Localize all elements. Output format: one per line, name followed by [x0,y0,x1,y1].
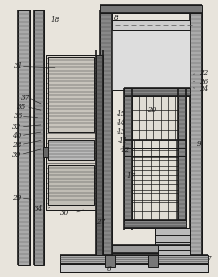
Text: 13: 13 [116,128,126,136]
Bar [112,30,190,90]
Bar [34,10,44,265]
Bar [148,255,158,267]
Bar [155,228,190,246]
Text: 37: 37 [20,94,30,101]
Bar [46,55,96,210]
Text: 18: 18 [51,16,60,24]
Text: 40: 40 [12,132,21,140]
Text: 8: 8 [114,14,119,22]
Bar [124,96,132,226]
Text: 12: 12 [121,146,130,153]
Text: 20: 20 [147,106,156,114]
Bar [48,140,94,160]
Bar [124,88,190,96]
Text: 32: 32 [12,123,21,131]
Bar [43,147,51,157]
Bar [18,10,30,265]
Text: 24: 24 [199,85,208,93]
Bar [48,165,94,205]
Bar [96,55,103,255]
Bar [100,5,202,13]
Text: 35: 35 [17,103,26,111]
Text: 17: 17 [126,172,135,180]
Text: 11: 11 [119,137,128,145]
Text: 36: 36 [14,112,23,120]
Text: 9: 9 [197,140,202,148]
Text: 39: 39 [12,151,21,158]
Bar [178,96,186,226]
Text: 6: 6 [107,265,111,273]
Text: 14: 14 [116,119,126,127]
Bar [60,264,208,272]
Text: 31: 31 [14,63,23,70]
Bar [48,57,94,132]
Bar [48,57,94,132]
Bar [100,10,112,265]
Bar [128,92,186,222]
Bar [128,92,186,222]
Bar [155,228,190,246]
Bar [190,10,202,265]
Bar [158,245,190,255]
Text: 30: 30 [60,209,69,217]
Bar [46,55,96,210]
Bar [124,220,186,228]
Text: 29: 29 [12,194,21,202]
Bar [112,245,190,253]
Text: 27: 27 [96,218,105,225]
Text: 34: 34 [34,205,43,213]
Text: 28: 28 [12,141,21,148]
Bar [48,140,94,160]
Bar [112,20,190,30]
Text: 26: 26 [199,78,208,86]
Text: 7: 7 [206,255,211,263]
Bar [60,255,208,264]
Text: 22: 22 [199,70,208,77]
Bar [48,165,94,205]
Text: 15: 15 [116,111,126,118]
Bar [105,255,115,267]
